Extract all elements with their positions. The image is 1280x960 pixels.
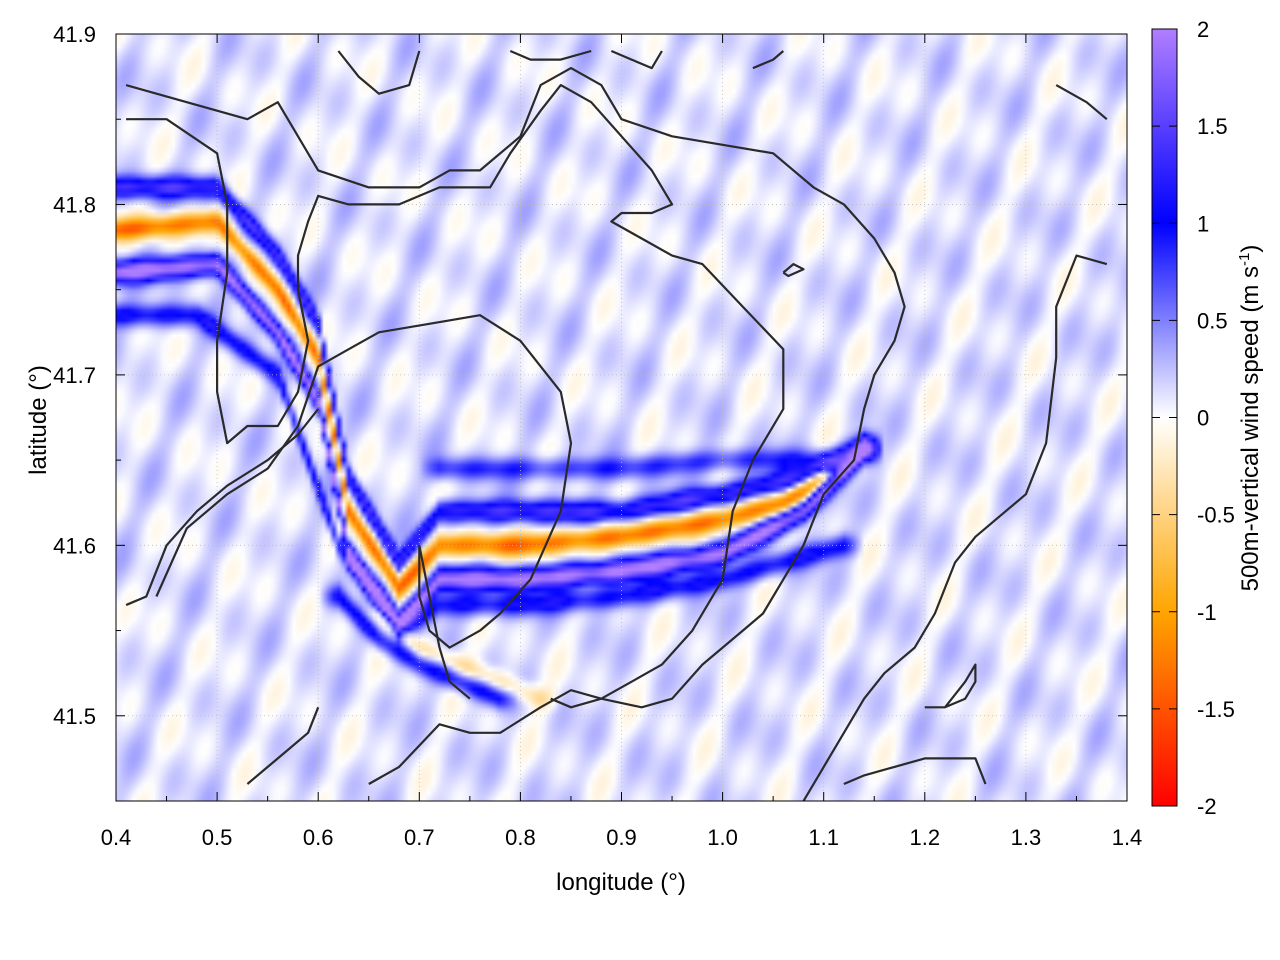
contour-line — [125, 408, 320, 607]
x-tick-label: 1.0 — [707, 825, 738, 850]
y-tick-label: 41.8 — [53, 192, 96, 217]
x-tick-label: 0.4 — [101, 825, 132, 850]
colorbar: 2 1.5 1 0.5 0 -0.5 -1 -1.5 -2 500m-vertical wind… — [1151, 17, 1264, 819]
colorbar-tick-label: 1 — [1197, 211, 1209, 236]
contour-line — [1055, 84, 1108, 121]
colorbar-title-end: ) — [1237, 245, 1264, 253]
x-tick-label: 0.6 — [303, 825, 334, 850]
x-tick-label: 0.9 — [606, 825, 637, 850]
colorbar-tick-label: 2 — [1197, 17, 1209, 42]
contour-line — [126, 83, 785, 709]
contour-line — [337, 50, 421, 95]
contour-line — [509, 49, 592, 61]
colorbar-tick-label: -2 — [1197, 794, 1217, 819]
contour-line — [802, 254, 1108, 801]
x-tick-label: 1.2 — [910, 825, 941, 850]
x-tick-label: 0.7 — [404, 825, 435, 850]
x-axis-ticks: 0.4 0.5 0.6 0.7 0.8 0.9 1.0 1.1 1.2 1.3 1.4 — [101, 34, 1143, 850]
contour-line — [125, 66, 906, 785]
x-tick-label: 1.3 — [1011, 825, 1042, 850]
x-tick-label: 0.5 — [202, 825, 233, 850]
contour-line — [782, 263, 805, 278]
terrain-contours — [125, 49, 1108, 801]
colorbar-tick-label: 0 — [1197, 406, 1209, 431]
colorbar-tick-label: -1.5 — [1197, 697, 1235, 722]
contour-line — [418, 545, 471, 700]
contour-line — [752, 50, 785, 70]
colorbar-title-main: 500m-vertical wind speed (m s — [1237, 266, 1264, 591]
contour-line — [610, 49, 663, 70]
x-tick-label: 1.4 — [1112, 825, 1143, 850]
contour-line — [843, 757, 987, 786]
contour-line — [246, 706, 320, 785]
y-tick-label: 41.9 — [53, 22, 96, 47]
colorbar-ticks: 2 1.5 1 0.5 0 -0.5 -1 -1.5 -2 — [1152, 17, 1235, 819]
plot-area: 0.4 0.5 0.6 0.7 0.8 0.9 1.0 1.1 1.2 1.3 1.4 41.541… — [53, 22, 1142, 850]
colorbar-tick-label: 1.5 — [1197, 114, 1228, 139]
x-tick-label: 0.8 — [505, 825, 536, 850]
vertical-wind-heatmap — [116, 34, 1127, 801]
y-axis-title: latitude (°) — [25, 365, 52, 475]
colorbar-title: 500m-vertical wind speed (m s-1) — [1236, 245, 1264, 592]
x-axis-title: longitude (°) — [556, 869, 686, 896]
y-axis-ticks: 41.5 41.6 41.7 41.8 41.9 — [53, 22, 1127, 802]
x-tick-label: 1.1 — [808, 825, 839, 850]
colorbar-tick-label: 0.5 — [1197, 308, 1228, 333]
colorbar-title-sup: -1 — [1236, 253, 1253, 266]
colorbar-tick-label: -0.5 — [1197, 503, 1235, 528]
contour-line — [924, 663, 977, 709]
y-tick-label: 41.7 — [53, 363, 96, 388]
y-tick-label: 41.6 — [53, 533, 96, 558]
colorbar-tick-label: -1 — [1197, 600, 1217, 625]
y-tick-label: 41.5 — [53, 704, 96, 729]
